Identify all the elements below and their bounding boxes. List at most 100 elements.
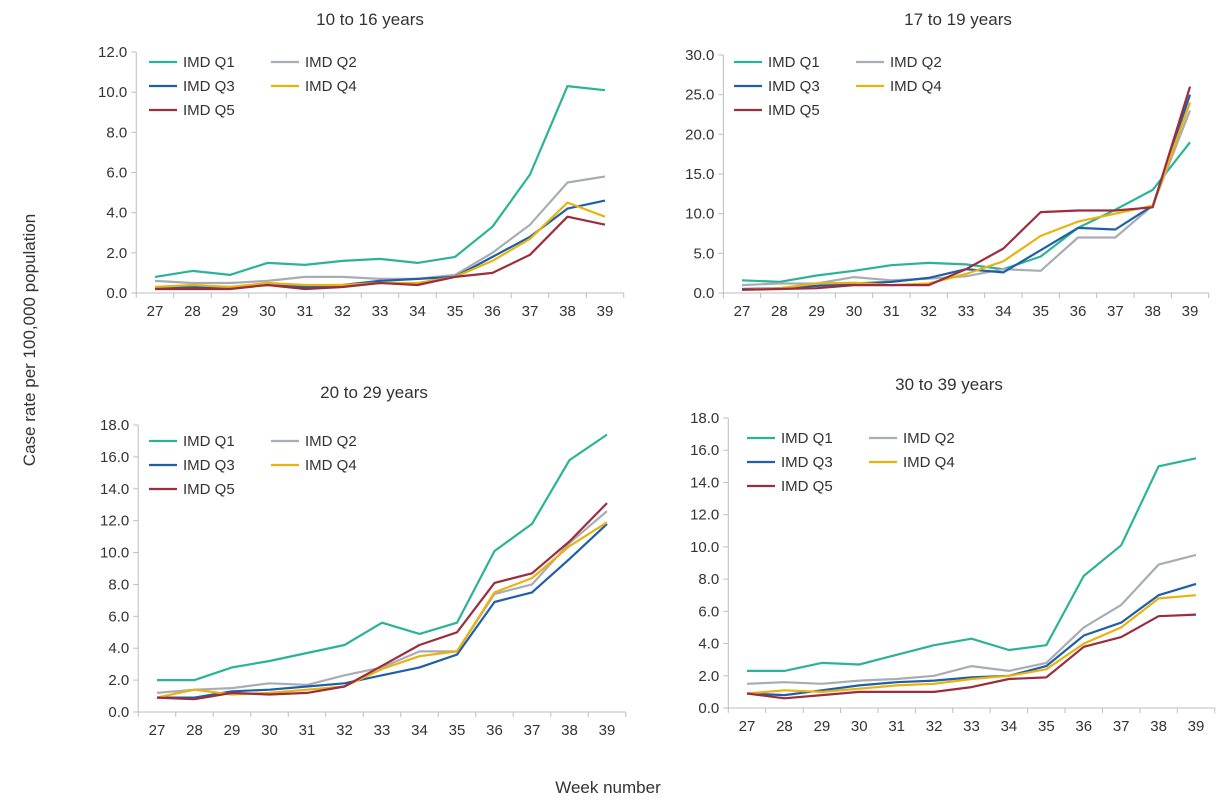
legend-label: IMD Q5	[768, 102, 820, 119]
y-tick-label: 2.0	[698, 668, 719, 685]
y-tick-label: 4.0	[698, 636, 719, 653]
y-tick-label: 0.0	[108, 704, 129, 721]
y-tick-label: 5.0	[693, 245, 714, 262]
legend-label: IMD Q4	[305, 78, 357, 95]
y-tick-label: 18.0	[100, 417, 129, 434]
x-tick-label: 29	[813, 718, 830, 735]
x-tick-label: 38	[561, 722, 578, 739]
y-tick-label: 6.0	[108, 608, 129, 625]
series-line-imd-q4	[156, 521, 608, 699]
x-tick-label: 36	[486, 722, 503, 739]
x-tick-label: 38	[559, 303, 576, 320]
legend-label: IMD Q2	[903, 430, 955, 447]
legend-label: IMD Q5	[183, 481, 235, 498]
x-tick-label: 32	[336, 722, 353, 739]
y-tick-label: 6.0	[106, 165, 127, 182]
legend-label: IMD Q1	[768, 54, 820, 71]
x-tick-label: 29	[222, 303, 239, 320]
x-tick-label: 34	[409, 303, 426, 320]
y-tick-label: 20.0	[685, 126, 714, 143]
y-tick-label: 0.0	[106, 285, 127, 302]
x-tick-label: 32	[334, 303, 351, 320]
series-line-imd-q1	[154, 84, 606, 278]
y-tick-label: 12.0	[98, 44, 127, 61]
x-tick-label: 33	[958, 303, 975, 320]
legend-label: IMD Q1	[781, 430, 833, 447]
y-tick-label: 16.0	[100, 449, 129, 466]
x-tick-label: 35	[449, 722, 466, 739]
y-tick-label: 18.0	[690, 410, 719, 427]
y-tick-label: 16.0	[690, 442, 719, 459]
series-line-imd-q5	[155, 215, 606, 291]
x-tick-label: 27	[734, 303, 751, 320]
x-tick-label: 39	[599, 722, 616, 739]
series-line-imd-q2	[156, 510, 608, 694]
x-tick-label: 39	[597, 303, 614, 320]
legend-label: IMD Q3	[183, 457, 235, 474]
x-tick-label: 27	[147, 303, 164, 320]
y-tick-label: 10.0	[100, 545, 129, 562]
x-axis-label: Week number	[555, 778, 661, 797]
x-tick-label: 27	[739, 718, 756, 735]
y-tick-label: 12.0	[690, 507, 719, 524]
panel-title: 10 to 16 years	[316, 10, 424, 29]
y-tick-label: 2.0	[108, 672, 129, 689]
x-tick-label: 30	[261, 722, 278, 739]
x-tick-label: 33	[372, 303, 389, 320]
y-tick-label: 25.0	[685, 87, 714, 104]
x-tick-label: 27	[149, 722, 166, 739]
legend-label: IMD Q2	[305, 54, 357, 71]
series-line-imd-q3	[746, 582, 1197, 697]
series-line-imd-q2	[741, 110, 1192, 287]
legend-label: IMD Q2	[890, 54, 942, 71]
legend-label: IMD Q1	[183, 54, 235, 71]
y-tick-label: 4.0	[108, 640, 129, 657]
series-line-imd-q5	[156, 502, 608, 701]
x-tick-label: 28	[186, 722, 203, 739]
series-line-imd-q1	[747, 457, 1197, 673]
x-tick-label: 31	[297, 303, 314, 320]
x-tick-label: 32	[926, 718, 943, 735]
panel-title: 17 to 19 years	[904, 10, 1012, 29]
series-line-imd-q5	[741, 86, 1192, 291]
y-tick-label: 8.0	[108, 576, 129, 593]
x-tick-label: 30	[851, 718, 868, 735]
y-tick-label: 8.0	[698, 571, 719, 588]
x-tick-label: 28	[184, 303, 201, 320]
y-tick-label: 10.0	[685, 206, 714, 223]
x-tick-label: 33	[963, 718, 980, 735]
x-tick-label: 29	[808, 303, 825, 320]
x-tick-label: 30	[846, 303, 863, 320]
x-tick-label: 38	[1150, 718, 1167, 735]
legend-label: IMD Q3	[781, 454, 833, 471]
x-tick-label: 39	[1182, 303, 1199, 320]
series-line-imd-q3	[157, 523, 608, 699]
legend-label: IMD Q4	[903, 454, 955, 471]
y-tick-label: 12.0	[100, 513, 129, 530]
y-tick-label: 6.0	[698, 603, 719, 620]
x-tick-label: 37	[524, 722, 541, 739]
series-line-imd-q4	[746, 594, 1197, 695]
x-tick-label: 39	[1188, 718, 1205, 735]
series-line-imd-q1	[157, 433, 608, 682]
series-line-imd-q5	[746, 613, 1197, 700]
y-tick-label: 8.0	[106, 124, 127, 141]
x-tick-label: 37	[1107, 303, 1124, 320]
x-tick-label: 36	[1070, 303, 1087, 320]
legend-label: IMD Q4	[305, 457, 357, 474]
y-tick-label: 15.0	[685, 166, 714, 183]
series-line-imd-q3	[741, 94, 1192, 291]
x-tick-label: 28	[776, 718, 793, 735]
legend-label: IMD Q1	[183, 433, 235, 450]
legend-label: IMD Q4	[890, 78, 942, 95]
x-tick-label: 31	[888, 718, 905, 735]
x-tick-label: 37	[522, 303, 539, 320]
y-tick-label: 10.0	[98, 84, 127, 101]
x-tick-label: 35	[1032, 303, 1049, 320]
x-tick-label: 35	[1038, 718, 1055, 735]
x-tick-label: 33	[374, 722, 391, 739]
x-tick-label: 31	[883, 303, 900, 320]
y-tick-label: 14.0	[100, 481, 129, 498]
panel-title: 30 to 39 years	[895, 375, 1003, 394]
y-tick-label: 14.0	[690, 474, 719, 491]
